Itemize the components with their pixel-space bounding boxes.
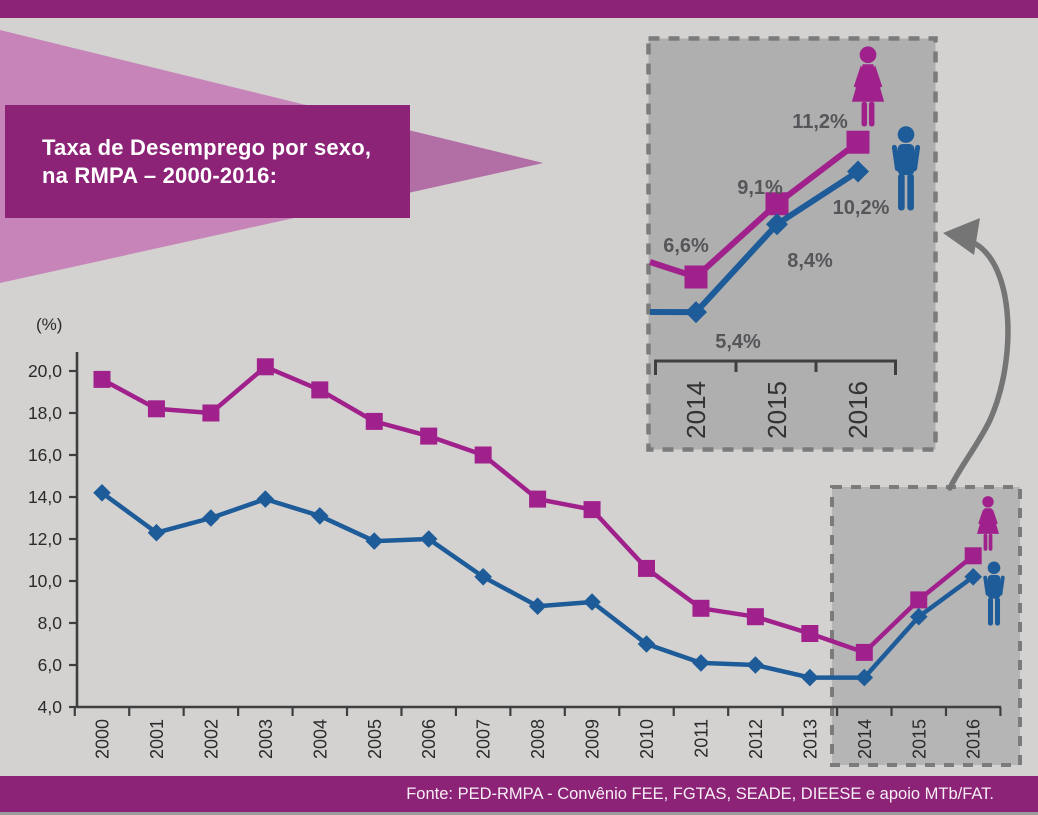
x-tick-label: 2007 xyxy=(474,719,494,759)
x-tick-label: 2008 xyxy=(528,719,548,759)
y-axis-unit-label: (%) xyxy=(36,315,62,334)
top-accent-bar xyxy=(0,0,1038,18)
inset-year-label: 2016 xyxy=(843,381,873,439)
data-point-marker xyxy=(93,484,111,502)
data-point-marker xyxy=(855,668,874,687)
inset-zoom-chart: 6,6% 9,1% 11,2% 5,4% 8,4% 10,2% 2014 2015 2016 xyxy=(646,36,938,452)
data-point-marker xyxy=(847,160,869,183)
y-tick-label: 8,0 xyxy=(38,613,63,633)
x-tick-label: 2005 xyxy=(365,719,385,759)
data-point-marker xyxy=(202,404,220,422)
data-point-marker xyxy=(147,400,165,418)
bottom-strip xyxy=(0,812,1038,815)
x-tick-label: 2006 xyxy=(419,719,439,759)
data-point-marker xyxy=(692,654,710,672)
data-point-marker xyxy=(202,509,220,527)
data-point-marker xyxy=(910,591,928,609)
x-tick-label: 2014 xyxy=(855,719,875,759)
axes xyxy=(75,352,1001,709)
data-point-marker xyxy=(684,265,708,289)
data-point-marker xyxy=(311,507,329,525)
data-point-marker xyxy=(529,490,547,508)
x-tick-label: 2001 xyxy=(147,719,167,759)
y-tick-label: 6,0 xyxy=(38,655,63,675)
data-point-marker xyxy=(93,370,111,388)
y-tick-label: 18,0 xyxy=(28,403,62,423)
value-label-women: 9,1% xyxy=(737,177,783,199)
x-tick-label: 2004 xyxy=(310,719,330,759)
x-tick-label: 2016 xyxy=(964,719,984,759)
data-point-marker xyxy=(692,599,710,617)
series-women xyxy=(93,358,982,661)
page-title-line2: na RMPA – 2000-2016: xyxy=(42,162,278,188)
value-label-women: 6,6% xyxy=(663,235,709,257)
value-label-men: 5,4% xyxy=(715,331,761,353)
inset-axis xyxy=(654,359,897,375)
data-point-marker xyxy=(685,301,707,324)
data-point-marker xyxy=(964,568,982,586)
data-point-marker xyxy=(365,412,383,430)
value-label-men: 10,2% xyxy=(833,197,890,219)
data-point-marker xyxy=(474,568,492,586)
data-point-marker xyxy=(746,656,765,674)
x-tick-label: 2000 xyxy=(93,719,113,759)
inset-frame xyxy=(646,36,938,452)
data-point-marker xyxy=(801,625,819,642)
dark-pink-triangle-tip xyxy=(408,130,543,193)
data-point-marker xyxy=(909,607,928,626)
data-point-marker xyxy=(583,593,601,611)
x-axis-labels: 2000 2001 2002 2003 2004 2005 2006 2007 2008 2009… xyxy=(73,707,1002,759)
data-point-marker xyxy=(637,635,656,653)
value-label-men: 8,4% xyxy=(787,250,833,272)
data-point-marker xyxy=(765,192,789,216)
data-point-marker xyxy=(855,643,873,661)
x-tick-label: 2015 xyxy=(909,719,929,759)
data-point-marker xyxy=(256,490,275,508)
y-axis-labels: 4,0 6,0 8,0 10,0 12,0 14,0 16,0 18,0 20,0 (%) xyxy=(28,315,77,717)
x-tick-label: 2002 xyxy=(201,719,221,759)
data-point-marker xyxy=(256,358,274,376)
x-tick-label: 2010 xyxy=(637,719,657,759)
inset-series-women xyxy=(649,130,870,289)
data-point-marker xyxy=(420,427,438,445)
y-tick-label: 12,0 xyxy=(28,529,62,549)
x-tick-label: 2013 xyxy=(800,719,820,759)
y-tick-label: 20,0 xyxy=(28,361,62,381)
curved-arrow-icon xyxy=(943,218,1011,491)
data-point-marker xyxy=(746,608,764,626)
title-box: Taxa de Desemprego por sexo, na RMPA – 2… xyxy=(5,105,410,218)
data-point-marker xyxy=(801,668,819,687)
inset-year-label: 2014 xyxy=(681,381,711,439)
y-tick-label: 10,0 xyxy=(28,571,62,591)
inset-series-men xyxy=(649,160,869,324)
data-point-marker xyxy=(766,213,788,236)
x-tick-label: 2012 xyxy=(746,719,766,759)
data-point-marker xyxy=(583,501,601,519)
x-tick-label: 2003 xyxy=(256,719,276,759)
y-tick-label: 14,0 xyxy=(28,487,62,507)
inset-year-label: 2015 xyxy=(762,381,792,439)
data-point-marker xyxy=(846,130,870,154)
y-tick-label: 4,0 xyxy=(38,697,63,717)
inset-value-labels: 6,6% 9,1% 11,2% 5,4% 8,4% 10,2% xyxy=(663,111,889,353)
main-line-chart: 4,0 6,0 8,0 10,0 12,0 14,0 16,0 18,0 20,0 (%) 2000… xyxy=(28,315,1022,767)
data-point-marker xyxy=(311,381,329,399)
data-point-marker xyxy=(147,523,166,542)
data-point-marker xyxy=(365,532,384,550)
data-point-marker xyxy=(528,597,547,615)
x-tick-label: 2009 xyxy=(583,719,603,759)
data-point-marker xyxy=(474,446,492,464)
footer-source-bar: Fonte: PED-RMPA - Convênio FEE, FGTAS, S… xyxy=(0,776,1038,812)
source-text: Fonte: PED-RMPA - Convênio FEE, FGTAS, S… xyxy=(406,784,994,803)
y-tick-label: 16,0 xyxy=(28,445,62,465)
value-label-women: 11,2% xyxy=(792,111,848,133)
data-point-marker xyxy=(964,547,982,565)
page-title-line1: Taxa de Desemprego por sexo, xyxy=(42,134,372,160)
data-point-marker xyxy=(638,559,655,577)
x-tick-label: 2011 xyxy=(691,719,711,758)
